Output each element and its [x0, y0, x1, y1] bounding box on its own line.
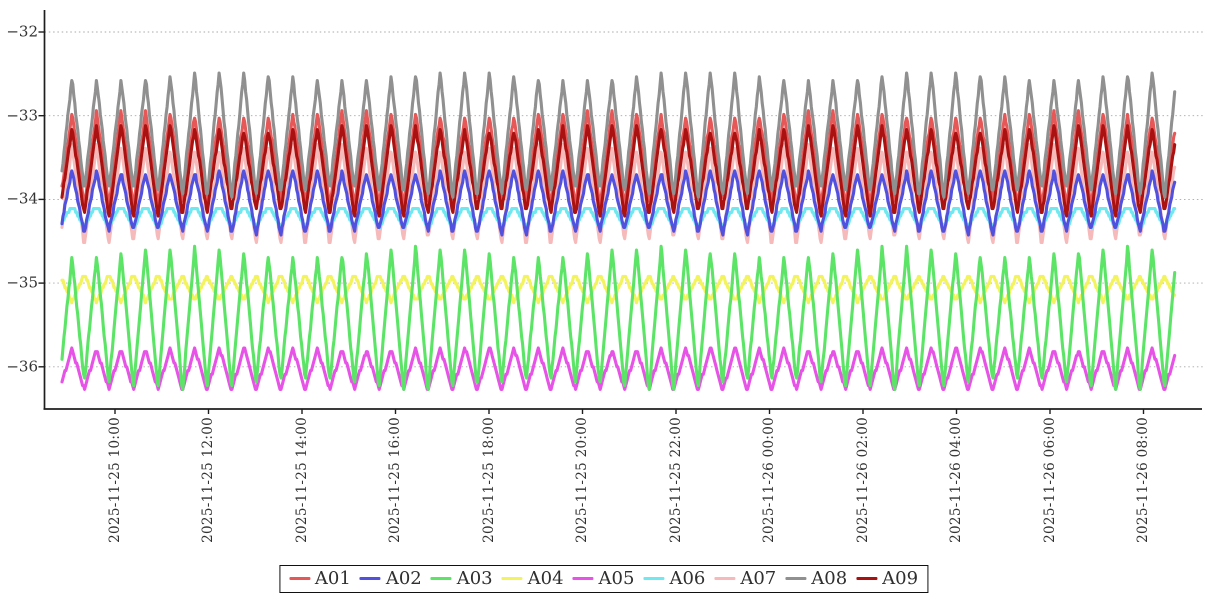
x-tick-label: 2025-11-26 08:00	[1135, 417, 1151, 543]
legend-label: A08	[811, 568, 848, 589]
series-line-A03	[60, 244, 1177, 391]
series-line-A09	[60, 124, 1177, 218]
legend-label: A06	[669, 568, 706, 589]
legend-item-A05: A05	[572, 568, 635, 589]
x-tick-label: 2025-11-26 02:00	[854, 417, 871, 543]
legend-swatch-A09	[856, 576, 878, 581]
x-tick-label: 2025-11-25 14:00	[293, 417, 310, 543]
legend-swatch-A08	[785, 576, 807, 581]
legend-label: A04	[527, 568, 564, 589]
y-tick-label: −35	[6, 273, 38, 292]
legend-swatch-A06	[643, 576, 665, 581]
legend: A01 A02 A03 A04 A05 A06 A07 A08 A09	[278, 565, 929, 593]
legend-swatch-A07	[714, 576, 736, 581]
legend-label: A01	[314, 568, 351, 589]
y-tick-label: −32	[6, 22, 38, 41]
y-tick-label: −33	[6, 106, 38, 125]
x-tick-label: 2025-11-25 18:00	[480, 417, 497, 543]
x-tick-label: 2025-11-26 04:00	[948, 417, 964, 543]
y-tick-label: −34	[6, 189, 38, 208]
legend-swatch-A03	[430, 576, 452, 581]
legend-label: A03	[456, 568, 493, 589]
x-tick-label: 2025-11-25 12:00	[200, 417, 216, 543]
x-tick-label: 2025-11-25 16:00	[387, 417, 403, 543]
y-tick-label: −36	[6, 357, 38, 376]
x-tick-label: 2025-11-26 00:00	[761, 417, 777, 543]
legend-item-A08: A08	[785, 568, 847, 589]
series-line-A08	[60, 71, 1177, 199]
legend-item-A03: A03	[430, 568, 493, 589]
legend-swatch-A05	[572, 576, 594, 581]
legend-swatch-A04	[501, 576, 523, 581]
legend-item-A02: A02	[359, 568, 422, 589]
x-tick-label: 2025-11-25 10:00	[106, 417, 123, 543]
series-line-A05	[60, 346, 1177, 391]
legend-label: A02	[385, 568, 422, 589]
legend-item-A04: A04	[501, 568, 564, 589]
legend-item-A07: A07	[714, 568, 776, 589]
legend-item-A01: A01	[288, 568, 351, 589]
legend-label: A07	[740, 568, 777, 589]
series-line-A02	[60, 169, 1177, 237]
x-tick-label: 2025-11-25 22:00	[667, 417, 684, 543]
x-tick-label: 2025-11-26 06:00	[1041, 417, 1058, 543]
legend-label: A05	[598, 568, 635, 589]
legend-swatch-A02	[359, 576, 381, 581]
x-tick-label: 2025-11-25 20:00	[574, 417, 590, 543]
legend-label: A09	[882, 568, 919, 589]
legend-swatch-A01	[288, 576, 310, 581]
legend-item-A09: A09	[856, 568, 918, 589]
legend-item-A06: A06	[643, 568, 705, 589]
